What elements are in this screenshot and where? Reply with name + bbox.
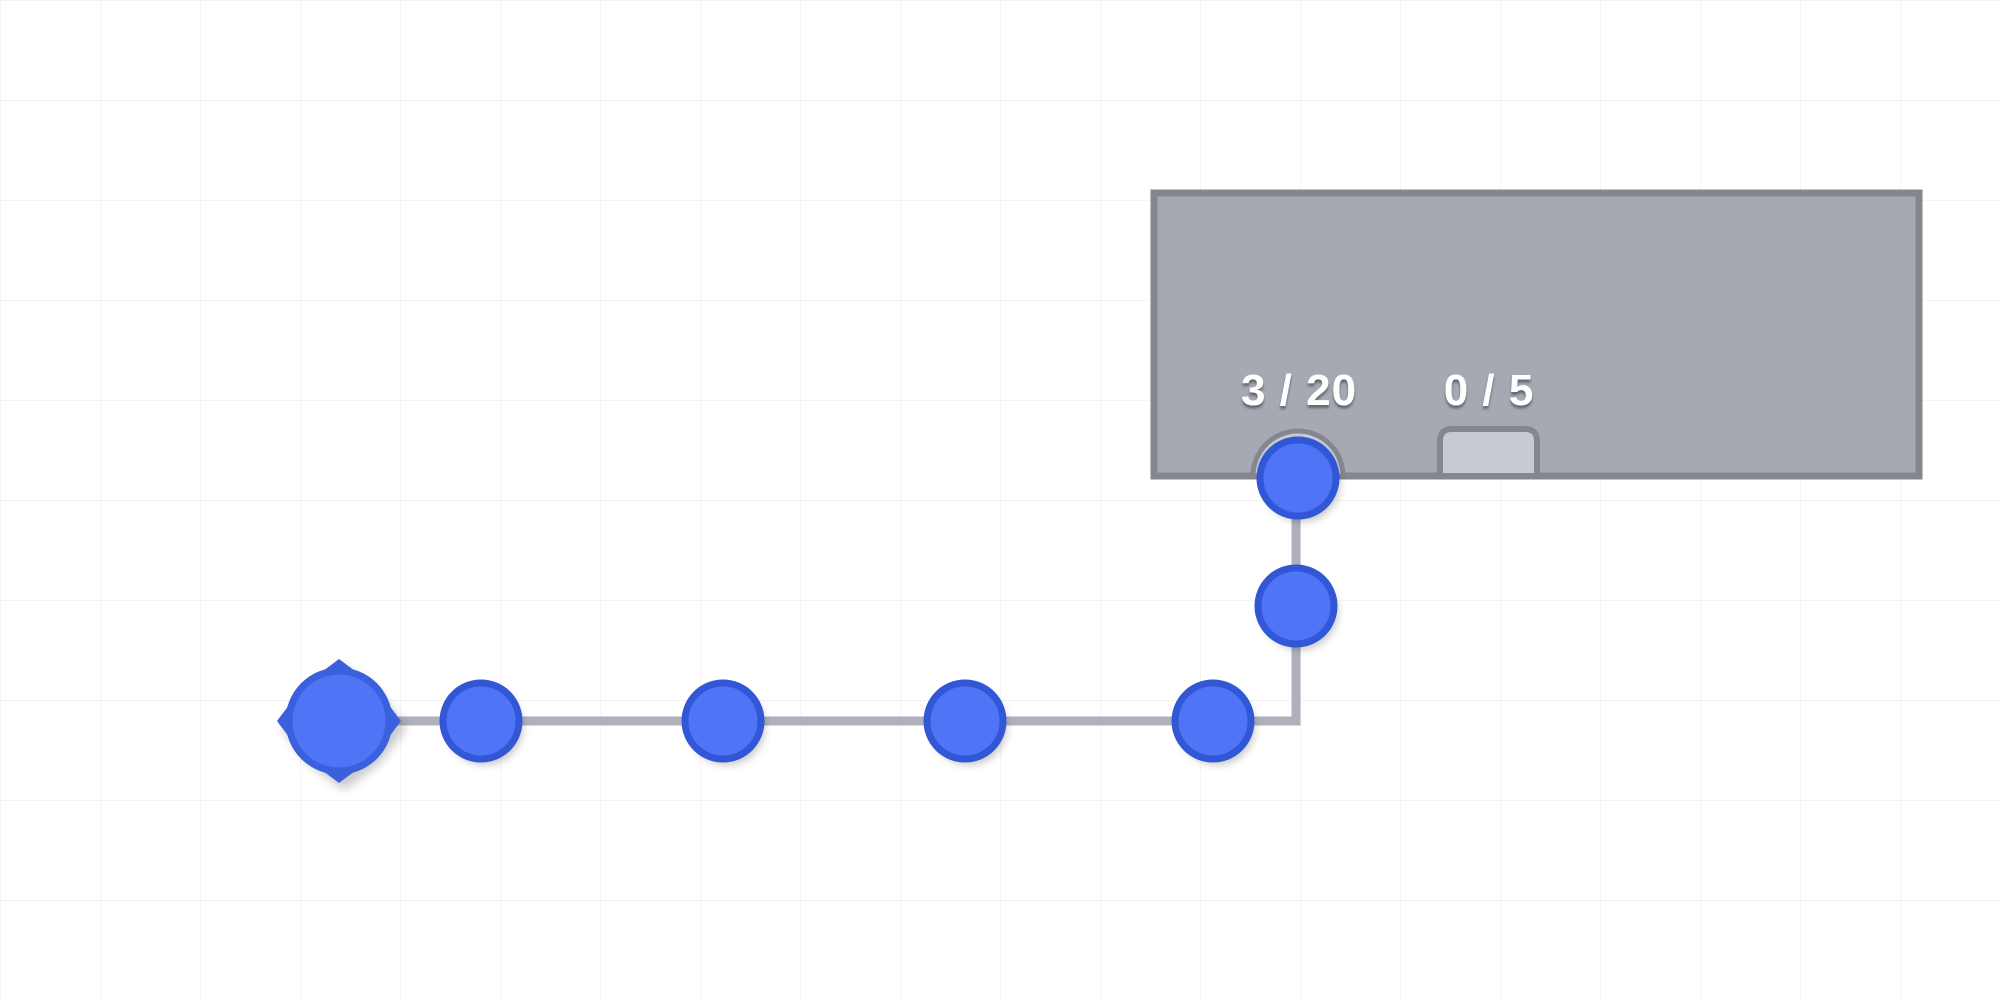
svg-text:3 / 20: 3 / 20 [1241, 366, 1357, 415]
svg-text:0 / 5: 0 / 5 [1444, 366, 1535, 415]
